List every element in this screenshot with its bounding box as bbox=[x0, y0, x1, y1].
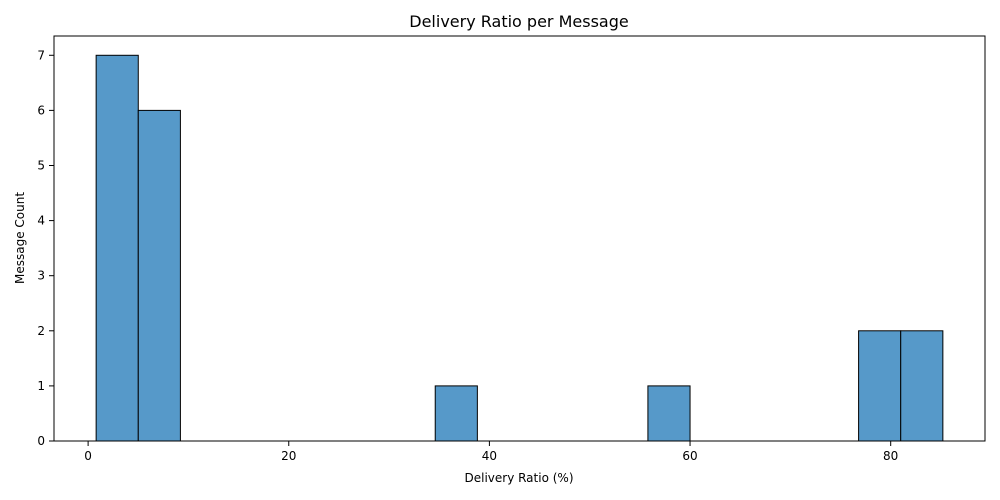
x-tick-label: 20 bbox=[281, 449, 296, 463]
histogram-bar bbox=[647, 385, 691, 442]
histogram-bar bbox=[95, 54, 139, 442]
y-tick-label: 5 bbox=[37, 158, 45, 172]
y-tick-label: 6 bbox=[37, 103, 45, 117]
x-axis-label: Delivery Ratio (%) bbox=[464, 471, 573, 485]
y-tick-label: 3 bbox=[37, 269, 45, 283]
y-axis-label: Message Count bbox=[13, 192, 27, 284]
histogram-bar bbox=[434, 385, 478, 442]
x-tick-label: 0 bbox=[84, 449, 92, 463]
plot-frame bbox=[53, 35, 986, 442]
x-tick-label: 60 bbox=[682, 449, 697, 463]
histogram-bar bbox=[900, 330, 944, 442]
bars-group bbox=[95, 54, 944, 442]
y-axis-ticks: 0 1 2 3 4 5 6 7 bbox=[37, 48, 54, 448]
chart-title: Delivery Ratio per Message bbox=[409, 12, 628, 31]
y-tick-label: 0 bbox=[37, 434, 45, 448]
x-tick-label: 40 bbox=[482, 449, 497, 463]
y-tick-label: 2 bbox=[37, 324, 45, 338]
y-tick-label: 4 bbox=[37, 214, 45, 228]
histogram-bar bbox=[858, 330, 902, 442]
x-tick-label: 80 bbox=[883, 449, 898, 463]
x-axis-ticks: 0 20 40 60 80 bbox=[84, 441, 898, 463]
histogram-bar bbox=[137, 109, 181, 442]
y-tick-label: 1 bbox=[37, 379, 45, 393]
y-tick-label: 7 bbox=[37, 48, 45, 62]
